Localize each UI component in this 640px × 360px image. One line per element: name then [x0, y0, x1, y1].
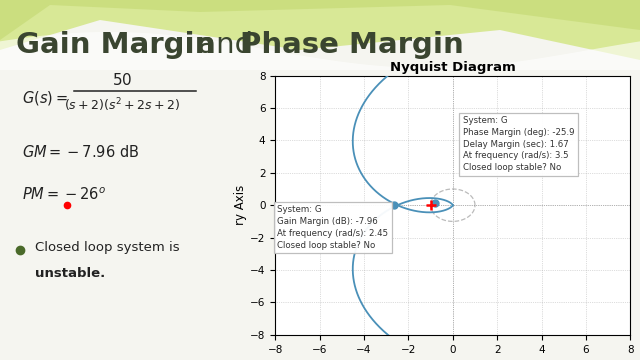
- Polygon shape: [0, 0, 640, 40]
- Polygon shape: [0, 0, 640, 80]
- Text: System: G
Phase Margin (deg): -25.9
Delay Margin (sec): 1.67
At frequency (rad/s: System: G Phase Margin (deg): -25.9 Dela…: [463, 116, 574, 172]
- Text: $(s + 2)(s^2 + 2s + 2)$: $(s + 2)(s^2 + 2s + 2)$: [64, 96, 180, 114]
- Polygon shape: [0, 32, 640, 70]
- Text: unstable.: unstable.: [35, 266, 106, 280]
- Text: $G(s) =$: $G(s) =$: [22, 89, 68, 107]
- Text: and: and: [189, 31, 262, 59]
- Text: System: G
Gain Margin (dB): -7.96
At frequency (rad/s): 2.45
Closed loop stable?: System: G Gain Margin (dB): -7.96 At fre…: [277, 205, 388, 249]
- Text: Closed loop system is: Closed loop system is: [35, 241, 180, 254]
- Text: Phase Margin: Phase Margin: [240, 31, 464, 59]
- Text: $PM = -26^o$: $PM = -26^o$: [22, 186, 106, 203]
- Y-axis label: ry Axis: ry Axis: [234, 185, 247, 225]
- Title: Nyquist Diagram: Nyquist Diagram: [390, 62, 516, 75]
- Text: $50$: $50$: [112, 72, 132, 88]
- Text: $GM = -7.96\ \mathrm{dB}$: $GM = -7.96\ \mathrm{dB}$: [22, 144, 140, 160]
- Text: Gain Margin: Gain Margin: [16, 31, 216, 59]
